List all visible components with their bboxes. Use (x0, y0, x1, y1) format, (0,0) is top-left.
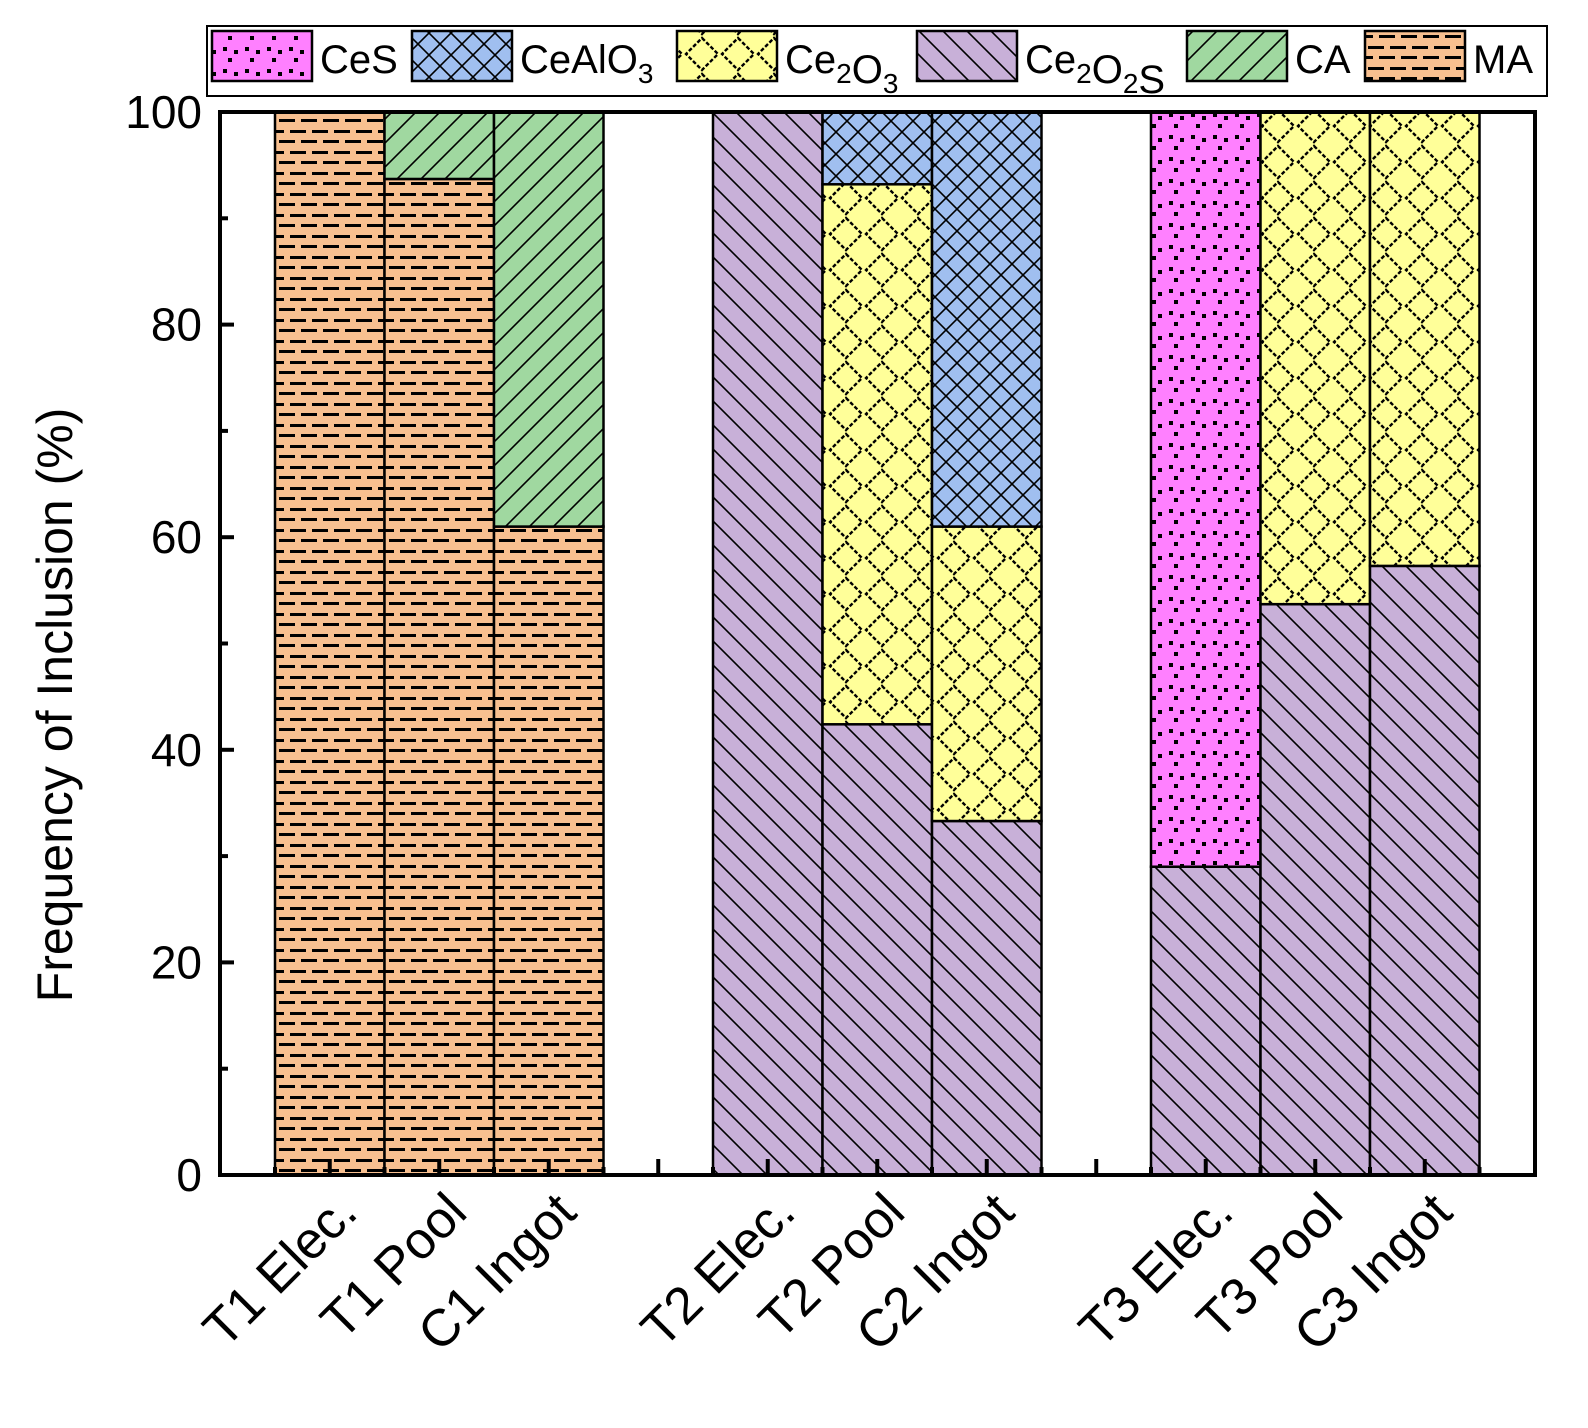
y-tick-label: 0 (176, 1149, 202, 1201)
legend-label-Ce2O2S: Ce2O2S (1025, 38, 1165, 102)
bar-Ce2O2S-T3-Elec (1149, 865, 1262, 1177)
bar-MA-T1-Elec (273, 110, 386, 1177)
legend-label-CeS: CeS (320, 38, 398, 82)
bar-Ce2O3-T3-Pool (1259, 110, 1372, 606)
bar-Ce2O2S-T2-Pool (821, 723, 934, 1177)
bar-Ce2O2S-C3-Ingot (1368, 564, 1481, 1177)
bar-Ce2O3-T2-Pool (821, 183, 934, 726)
bars-group (273, 110, 1481, 1177)
y-tick-label: 20 (151, 936, 202, 988)
y-tick-label: 100 (125, 86, 202, 138)
legend-swatch-Ce2O2S (915, 29, 1019, 83)
axes-group (218, 110, 1537, 1177)
bar-Ce2O3-C2-Ingot (930, 525, 1043, 823)
bar-Ce2O3-C3-Ingot (1368, 110, 1481, 568)
bar-Ce2O2S-T2-Elec (711, 110, 824, 1177)
legend: CeS CeAlO3 Ce2O3 Ce2O2S CA MA (206, 25, 1548, 102)
legend-label-Ce2O3: Ce2O3 (785, 38, 898, 99)
bar-CeAlO3-C2-Ingot (930, 110, 1043, 528)
y-tick-label: 40 (151, 724, 202, 776)
bar-MA-T1-Pool (383, 177, 496, 1177)
bar-MA-C1-Ingot (492, 525, 605, 1177)
legend-swatch-CA (1185, 29, 1289, 83)
bar-Ce2O2S-T3-Pool (1259, 602, 1372, 1177)
y-tick-labels: 0 20 40 60 80 100 (125, 86, 202, 1201)
bar-CeAlO3-T2-Pool (821, 110, 934, 186)
bar-CA-T1-Pool (383, 110, 496, 181)
legend-label-CeAlO3: CeAlO3 (520, 38, 653, 89)
y-axis-label: Frequency of Inclusion (%) (27, 408, 83, 1003)
legend-swatch-Ce2O3 (675, 29, 779, 83)
legend-label-MA: MA (1473, 38, 1533, 82)
legend-label-CA: CA (1295, 38, 1351, 82)
legend-swatch-CeAlO3 (410, 29, 514, 83)
legend-swatch-MA (1363, 29, 1467, 83)
y-tick-label: 80 (151, 299, 202, 351)
bar-Ce2O2S-C2-Ingot (930, 819, 1043, 1177)
bar-CeS-T3-Elec (1149, 110, 1262, 868)
bar-CA-C1-Ingot (492, 110, 605, 528)
y-tick-label: 60 (151, 511, 202, 563)
legend-swatch-CeS (210, 29, 314, 83)
